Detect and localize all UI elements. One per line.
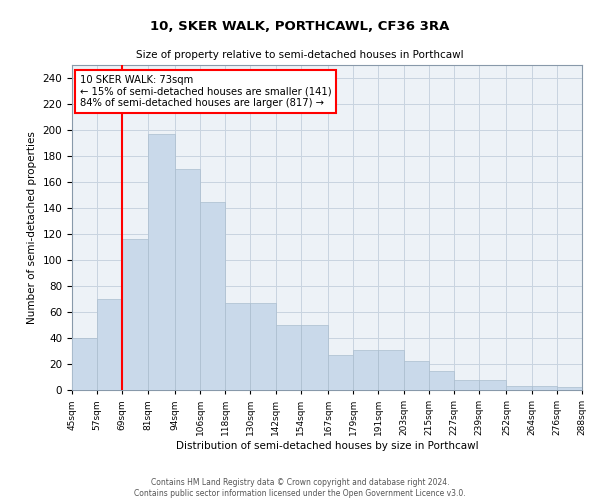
Text: Contains HM Land Registry data © Crown copyright and database right 2024.
Contai: Contains HM Land Registry data © Crown c… xyxy=(134,478,466,498)
Bar xyxy=(301,325,328,390)
Bar xyxy=(275,325,301,390)
Bar xyxy=(225,303,250,390)
Bar xyxy=(506,386,532,390)
Bar xyxy=(353,350,379,390)
Bar xyxy=(328,355,353,390)
Bar xyxy=(122,239,148,390)
X-axis label: Distribution of semi-detached houses by size in Porthcawl: Distribution of semi-detached houses by … xyxy=(176,441,478,451)
Bar xyxy=(479,380,506,390)
Bar xyxy=(97,299,122,390)
Bar xyxy=(557,388,582,390)
Bar xyxy=(404,362,429,390)
Y-axis label: Number of semi-detached properties: Number of semi-detached properties xyxy=(27,131,37,324)
Bar xyxy=(175,169,200,390)
Bar xyxy=(429,370,454,390)
Bar xyxy=(250,303,275,390)
Text: Size of property relative to semi-detached houses in Porthcawl: Size of property relative to semi-detach… xyxy=(136,50,464,60)
Bar xyxy=(72,338,97,390)
Bar xyxy=(148,134,175,390)
Text: 10 SKER WALK: 73sqm
← 15% of semi-detached houses are smaller (141)
84% of semi-: 10 SKER WALK: 73sqm ← 15% of semi-detach… xyxy=(80,74,331,108)
Text: 10, SKER WALK, PORTHCAWL, CF36 3RA: 10, SKER WALK, PORTHCAWL, CF36 3RA xyxy=(151,20,449,33)
Bar xyxy=(379,350,404,390)
Bar xyxy=(200,202,225,390)
Bar xyxy=(454,380,479,390)
Bar xyxy=(532,386,557,390)
